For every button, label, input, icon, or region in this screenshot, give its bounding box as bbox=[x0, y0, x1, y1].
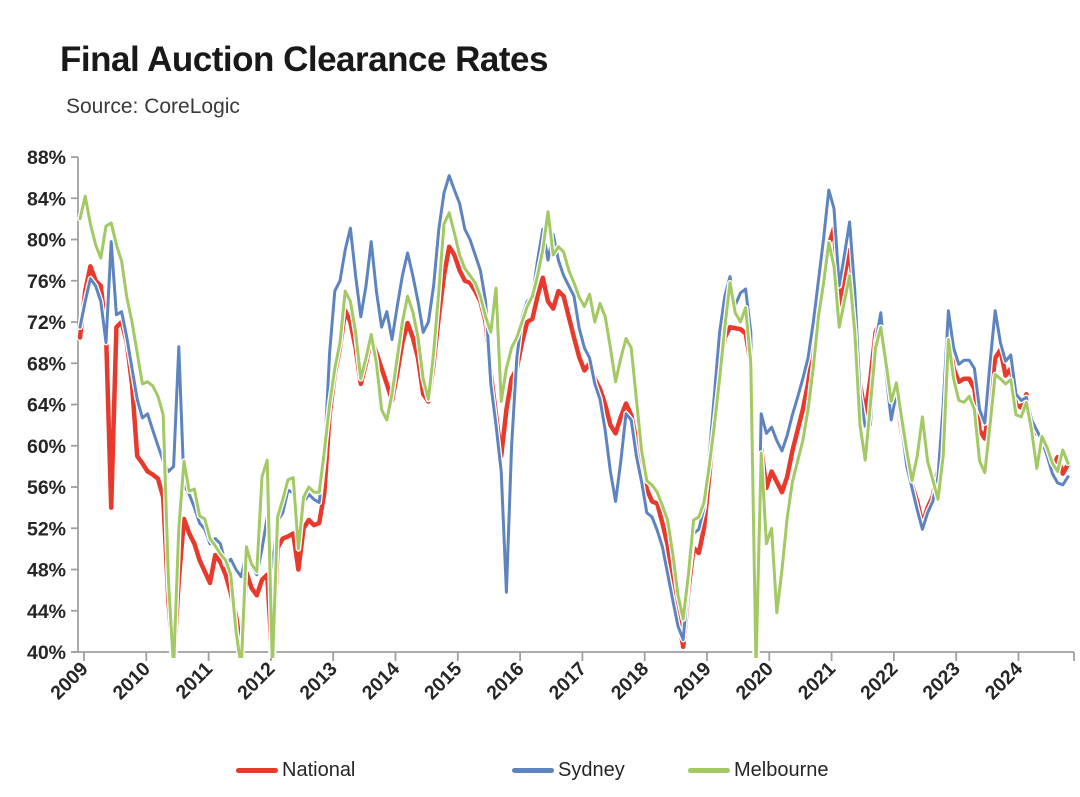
x-tick-label: 2015 bbox=[420, 658, 466, 704]
y-tick-label: 76% bbox=[27, 271, 66, 293]
x-tick-label: 2018 bbox=[607, 658, 653, 704]
y-tick-label: 44% bbox=[27, 601, 66, 623]
legend-label-sydney: Sydney bbox=[558, 758, 625, 781]
chart-source-note: Source: CoreLogic bbox=[66, 95, 240, 118]
y-tick-label: 72% bbox=[27, 312, 66, 334]
chart-title: Final Auction Clearance Rates bbox=[60, 40, 548, 79]
x-tick-label: 2021 bbox=[794, 658, 840, 704]
x-tick-label: 2022 bbox=[856, 658, 902, 704]
y-tick-label: 80% bbox=[27, 230, 66, 252]
x-tick-label: 2013 bbox=[295, 658, 341, 704]
y-tick-label: 64% bbox=[27, 395, 66, 417]
series-line-melbourne bbox=[78, 194, 1070, 658]
y-tick-label: 84% bbox=[27, 188, 66, 210]
national-line-swatch bbox=[236, 767, 278, 773]
x-tick-label: 2010 bbox=[109, 658, 155, 704]
y-tick-label: 88% bbox=[27, 147, 66, 169]
x-tick-label: 2011 bbox=[172, 658, 218, 704]
chart-legend: National Sydney Melbourne bbox=[0, 755, 1080, 791]
x-tick-label: 2009 bbox=[46, 658, 92, 704]
x-tick-label: 2024 bbox=[981, 658, 1027, 704]
melbourne-line-swatch bbox=[688, 767, 730, 773]
x-tick-label: 2016 bbox=[482, 658, 528, 704]
legend-item-melbourne: Melbourne bbox=[688, 755, 829, 785]
legend-item-sydney: Sydney bbox=[512, 755, 625, 785]
y-tick-label: 52% bbox=[27, 518, 66, 540]
axes bbox=[71, 156, 1075, 661]
legend-label-national: National bbox=[282, 758, 356, 781]
legend-item-national: National bbox=[236, 755, 355, 785]
y-tick-label: 60% bbox=[27, 436, 66, 458]
x-tick-label: 2017 bbox=[545, 658, 591, 704]
x-tick-label: 2023 bbox=[918, 658, 964, 704]
x-tick-label: 2014 bbox=[358, 658, 404, 704]
legend-label-melbourne: Melbourne bbox=[734, 758, 829, 781]
x-tick-label: 2020 bbox=[732, 658, 778, 704]
sydney-line-swatch bbox=[512, 767, 554, 773]
x-tick-label: 2019 bbox=[669, 658, 715, 704]
y-tick-label: 48% bbox=[27, 560, 66, 582]
x-tick-label: 2012 bbox=[233, 658, 279, 704]
y-tick-label: 68% bbox=[27, 353, 66, 375]
y-tick-label: 40% bbox=[27, 642, 66, 664]
y-tick-label: 56% bbox=[27, 477, 66, 499]
